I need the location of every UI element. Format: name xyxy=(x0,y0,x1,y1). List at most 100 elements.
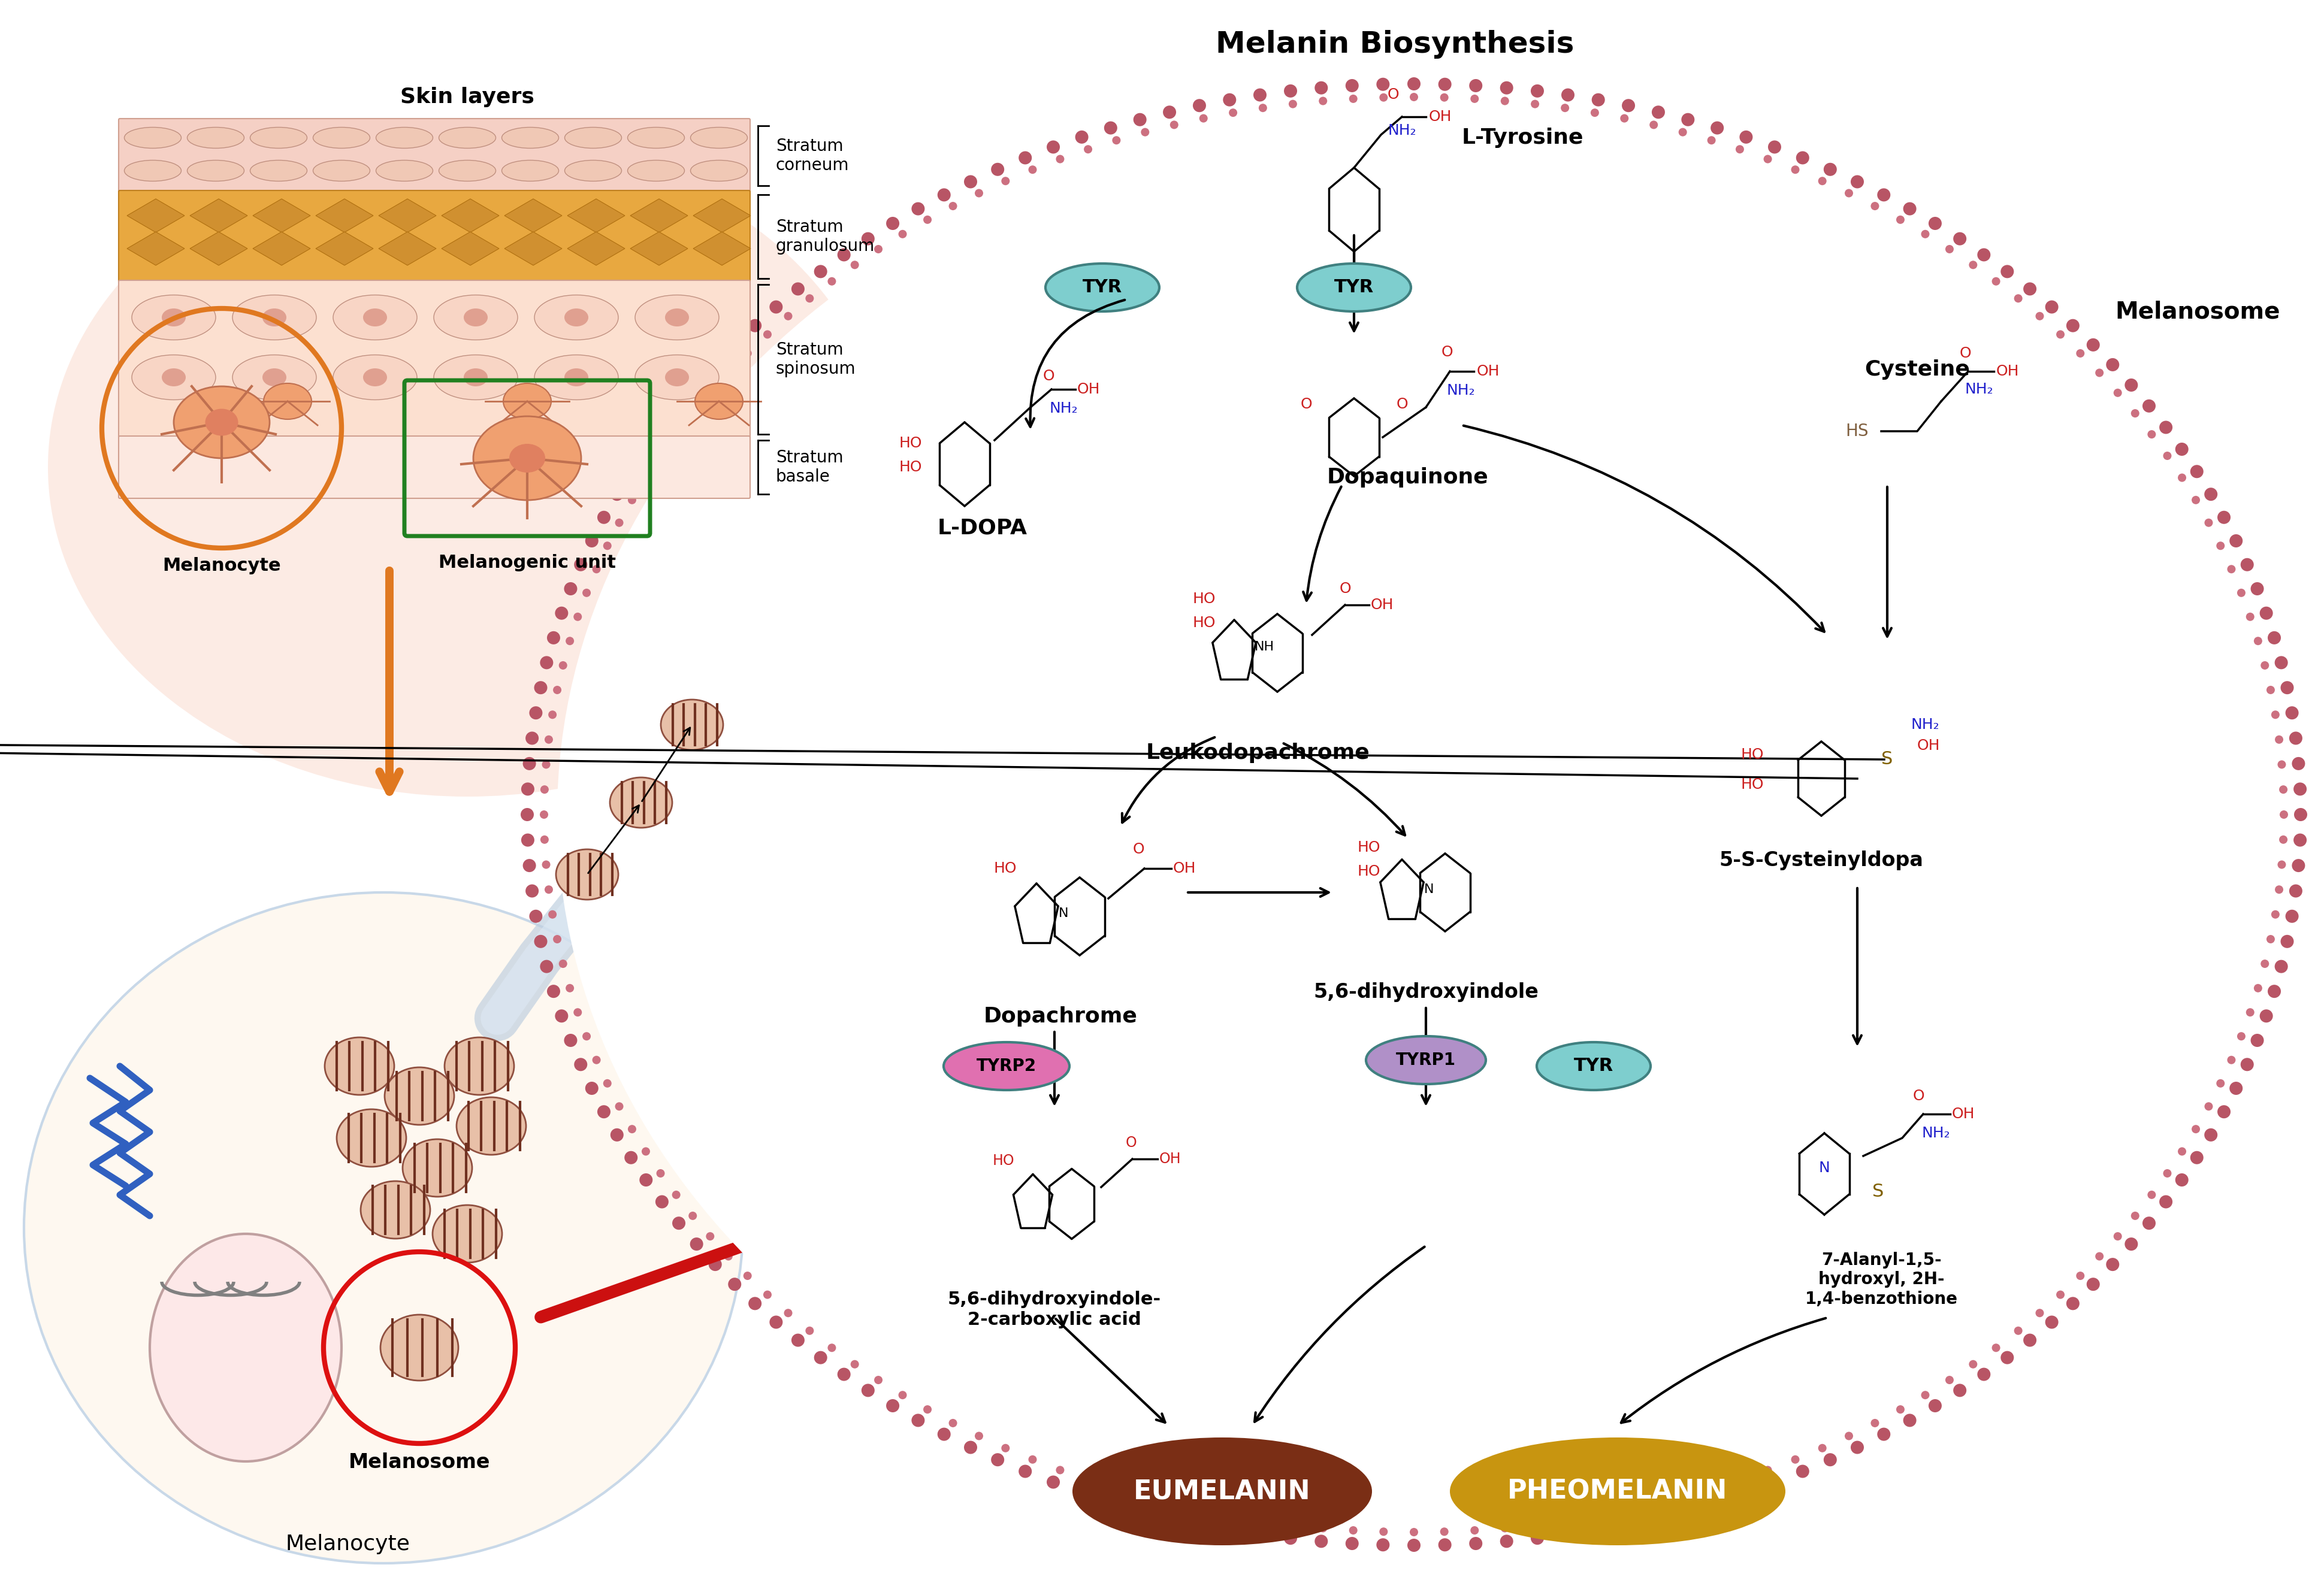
Circle shape xyxy=(862,232,874,245)
Circle shape xyxy=(762,1291,772,1299)
Circle shape xyxy=(530,707,541,720)
Circle shape xyxy=(558,661,567,670)
Ellipse shape xyxy=(1450,1438,1785,1546)
Text: TYR: TYR xyxy=(1083,279,1122,296)
Circle shape xyxy=(616,1102,623,1111)
Circle shape xyxy=(1559,1517,1569,1525)
Circle shape xyxy=(1652,1511,1664,1524)
Ellipse shape xyxy=(1536,1043,1650,1091)
Circle shape xyxy=(2192,495,2199,505)
Circle shape xyxy=(565,984,574,992)
Circle shape xyxy=(2057,330,2064,339)
Text: HO: HO xyxy=(1357,864,1380,879)
Circle shape xyxy=(1141,1493,1148,1501)
Circle shape xyxy=(948,1418,957,1428)
Circle shape xyxy=(1376,1538,1390,1552)
Circle shape xyxy=(2250,583,2264,595)
Circle shape xyxy=(690,379,702,392)
Text: OH: OH xyxy=(1174,861,1197,876)
Circle shape xyxy=(2271,710,2280,720)
Circle shape xyxy=(602,541,611,549)
Circle shape xyxy=(1199,115,1208,123)
Circle shape xyxy=(885,1399,899,1412)
Circle shape xyxy=(2294,834,2305,847)
Circle shape xyxy=(1710,121,1724,134)
Circle shape xyxy=(1622,1517,1634,1530)
Text: NH₂: NH₂ xyxy=(1446,384,1476,398)
Circle shape xyxy=(1257,1517,1267,1525)
Ellipse shape xyxy=(123,161,181,181)
Text: O: O xyxy=(1132,842,1143,856)
Ellipse shape xyxy=(535,295,618,341)
Circle shape xyxy=(1055,1466,1064,1474)
Circle shape xyxy=(565,637,574,645)
Text: NH₂: NH₂ xyxy=(1050,401,1078,416)
Text: 5-S-Cysteinyldopa: 5-S-Cysteinyldopa xyxy=(1720,850,1922,871)
Circle shape xyxy=(2275,656,2287,669)
Circle shape xyxy=(2203,1129,2217,1141)
Circle shape xyxy=(2280,681,2294,694)
Circle shape xyxy=(1283,1532,1297,1544)
Circle shape xyxy=(2278,836,2287,844)
Circle shape xyxy=(672,1216,686,1229)
Circle shape xyxy=(641,473,651,482)
Circle shape xyxy=(1439,78,1450,91)
Ellipse shape xyxy=(163,309,186,326)
Circle shape xyxy=(851,1360,860,1369)
Circle shape xyxy=(2057,1291,2064,1299)
Circle shape xyxy=(1018,151,1032,164)
Ellipse shape xyxy=(332,355,416,400)
Circle shape xyxy=(1283,84,1297,97)
Circle shape xyxy=(2131,409,2138,417)
Circle shape xyxy=(1738,131,1752,143)
Text: O: O xyxy=(1299,396,1311,411)
Text: HO: HO xyxy=(899,460,923,474)
Circle shape xyxy=(2275,736,2282,743)
Circle shape xyxy=(2159,420,2173,435)
Circle shape xyxy=(2284,707,2298,720)
Circle shape xyxy=(1789,166,1799,174)
Circle shape xyxy=(2280,810,2287,818)
Circle shape xyxy=(593,1055,600,1063)
Circle shape xyxy=(1817,177,1827,185)
Circle shape xyxy=(1471,1527,1478,1535)
Circle shape xyxy=(1501,97,1508,105)
Text: TYR: TYR xyxy=(1573,1057,1613,1075)
Ellipse shape xyxy=(435,295,518,341)
Circle shape xyxy=(627,495,637,505)
Text: 5,6-dihydroxyindole-
2-carboxylic acid: 5,6-dihydroxyindole- 2-carboxylic acid xyxy=(948,1291,1162,1328)
Circle shape xyxy=(1018,1465,1032,1477)
Circle shape xyxy=(1169,1500,1178,1509)
Ellipse shape xyxy=(232,355,316,400)
Circle shape xyxy=(1253,1528,1267,1541)
Ellipse shape xyxy=(627,161,683,181)
Circle shape xyxy=(574,1059,588,1071)
Polygon shape xyxy=(128,199,184,232)
Text: O: O xyxy=(1397,396,1408,411)
Text: OH: OH xyxy=(1429,110,1452,124)
Text: Stratum
spinosum: Stratum spinosum xyxy=(776,341,855,377)
Circle shape xyxy=(1896,1406,1903,1414)
Ellipse shape xyxy=(402,1140,472,1197)
Text: HO: HO xyxy=(992,1154,1013,1169)
Ellipse shape xyxy=(23,893,744,1563)
Text: O: O xyxy=(1913,1089,1924,1103)
Polygon shape xyxy=(191,232,246,266)
Circle shape xyxy=(790,1334,804,1347)
Circle shape xyxy=(2013,295,2022,302)
Circle shape xyxy=(2022,282,2036,296)
Ellipse shape xyxy=(944,1043,1069,1091)
Circle shape xyxy=(1920,229,1929,239)
Circle shape xyxy=(2259,1009,2273,1022)
Text: NH₂: NH₂ xyxy=(1922,1126,1950,1140)
Circle shape xyxy=(1968,261,1978,269)
Circle shape xyxy=(574,613,581,621)
Ellipse shape xyxy=(1297,264,1411,312)
Circle shape xyxy=(1002,177,1009,185)
Ellipse shape xyxy=(1046,264,1160,312)
Circle shape xyxy=(2203,487,2217,501)
Circle shape xyxy=(625,1151,637,1164)
Text: S: S xyxy=(1871,1183,1882,1200)
Text: L-Tyrosine: L-Tyrosine xyxy=(1462,127,1583,148)
Text: TYRP2: TYRP2 xyxy=(976,1057,1037,1075)
